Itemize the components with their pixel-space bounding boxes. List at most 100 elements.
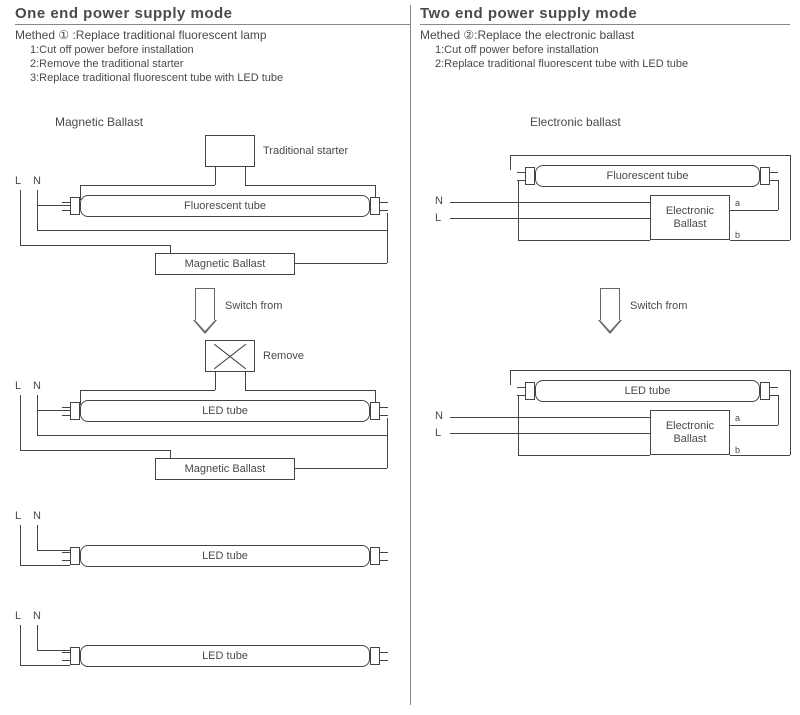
tube-pin — [380, 560, 388, 561]
terminal-L: L — [15, 610, 21, 622]
wire — [37, 550, 70, 551]
tube-pin — [380, 660, 388, 661]
starter-label: Traditional starter — [263, 145, 348, 157]
left-ballast-title: Magnetic Ballast — [55, 115, 143, 129]
terminal-N: N — [435, 410, 443, 422]
tube-cap — [370, 402, 380, 420]
wire — [518, 240, 650, 241]
tube-cap — [370, 547, 380, 565]
wire — [20, 190, 21, 245]
tube-pin — [62, 202, 70, 203]
switch-label-2: Switch from — [630, 300, 687, 312]
switch-label-1: Switch from — [225, 300, 282, 312]
wire — [37, 625, 38, 650]
wire — [730, 240, 790, 241]
tube-pin — [770, 172, 778, 173]
wire — [730, 425, 778, 426]
tube-cap — [70, 547, 80, 565]
tube-pin — [62, 415, 70, 416]
tube-cap — [525, 382, 535, 400]
left-diagram-2: Remove L N LED tube Magnetic Ballast — [15, 340, 405, 480]
wire — [37, 435, 387, 436]
wire — [215, 372, 216, 390]
wire — [80, 390, 215, 391]
terminal-L: L — [15, 510, 21, 522]
wire — [215, 167, 216, 185]
wire — [295, 263, 387, 264]
wire — [245, 390, 375, 391]
wire — [37, 230, 387, 231]
tube-pin — [380, 407, 388, 408]
wire — [245, 167, 246, 185]
right-heading: Two end power supply mode — [420, 5, 790, 22]
wire — [245, 372, 246, 390]
wire — [20, 395, 21, 450]
right-step-1: 1:Cut off power before installation — [435, 44, 790, 56]
left-step-1: 1:Cut off power before installation — [30, 44, 415, 56]
tube-pin — [380, 652, 388, 653]
left-diagram-1: Traditional starter L N Fluorescent tube… — [15, 135, 405, 275]
right-step-2: 2:Replace traditional fluorescent tube w… — [435, 58, 790, 70]
wire — [37, 650, 70, 651]
fluorescent-tube: Fluorescent tube — [80, 195, 370, 217]
tube-cap — [525, 167, 535, 185]
wire — [20, 625, 21, 665]
right-method: Methed ②:Replace the electronic ballast — [420, 28, 790, 42]
tube-pin — [380, 415, 388, 416]
led-tube-3: LED tube — [80, 645, 370, 667]
terminal-L: L — [435, 427, 441, 439]
led-tube-2: LED tube — [80, 545, 370, 567]
led-tube-1: LED tube — [80, 400, 370, 422]
tube-pin — [380, 552, 388, 553]
wire — [510, 155, 790, 156]
wire — [387, 213, 388, 230]
tube-pin — [62, 652, 70, 653]
wire — [730, 455, 790, 456]
tube-pin — [517, 387, 525, 388]
wire — [387, 230, 388, 263]
wire — [37, 395, 38, 435]
electronic-ballast-box-2: Electronic Ballast — [650, 410, 730, 455]
tube-pin — [62, 560, 70, 561]
terminal-L: L — [435, 212, 441, 224]
magnetic-ballast-box-2: Magnetic Ballast — [155, 458, 295, 480]
terminal-N: N — [33, 175, 41, 187]
tube-cap — [760, 382, 770, 400]
wire — [387, 435, 388, 468]
remove-label: Remove — [263, 350, 304, 362]
wire — [37, 410, 70, 411]
wire — [20, 450, 170, 451]
terminal-N: N — [33, 610, 41, 622]
wire — [295, 468, 387, 469]
wire — [20, 245, 170, 246]
wire — [510, 370, 511, 385]
wire — [37, 525, 38, 550]
wire — [450, 433, 650, 434]
left-method: Methed ① :Replace traditional fluorescen… — [15, 28, 415, 42]
wire — [20, 525, 21, 565]
tube-pin — [62, 210, 70, 211]
terminal-N: N — [33, 380, 41, 392]
tube-pin — [62, 552, 70, 553]
wire — [730, 210, 778, 211]
wire — [20, 665, 70, 666]
magnetic-ballast-box: Magnetic Ballast — [155, 253, 295, 275]
tube-pin — [517, 172, 525, 173]
terminal-b: b — [735, 230, 740, 240]
left-diagram-3: L N LED tube — [15, 510, 405, 590]
tube-cap — [370, 197, 380, 215]
right-ballast-title: Electronic ballast — [530, 115, 621, 129]
terminal-a: a — [735, 413, 740, 423]
wire — [450, 417, 650, 418]
column-divider — [410, 5, 411, 705]
wire — [790, 155, 791, 240]
wire — [778, 180, 779, 210]
wire — [510, 370, 790, 371]
wire — [518, 180, 519, 240]
tube-pin — [770, 395, 778, 396]
tube-cap — [760, 167, 770, 185]
left-step-3: 3:Replace traditional fluorescent tube w… — [30, 72, 415, 84]
terminal-a: a — [735, 198, 740, 208]
right-diagram-2: LED tube N L Electronic Ballast a b — [430, 355, 790, 485]
tube-pin — [380, 202, 388, 203]
